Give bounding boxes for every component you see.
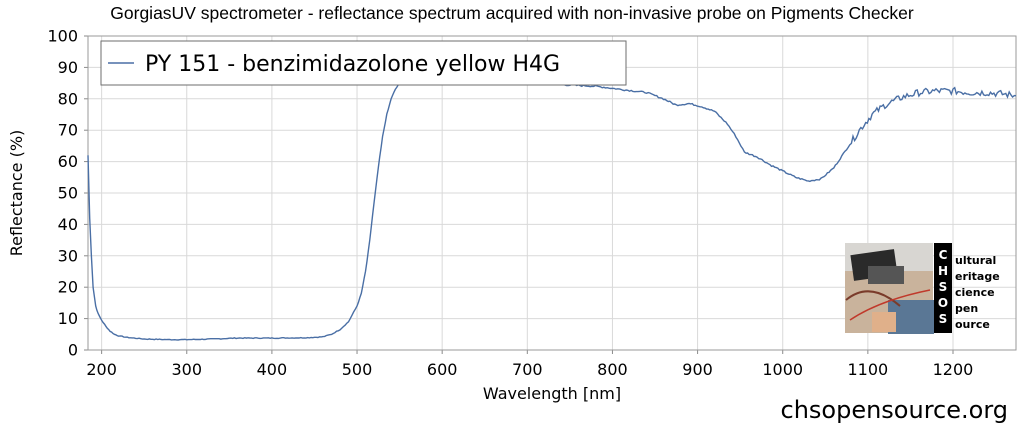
legend: PY 151 - benzimidazolone yellow H4G xyxy=(100,40,627,86)
plot-area xyxy=(87,35,1017,351)
x-tick-label: 1100 xyxy=(848,360,889,379)
x-tick-label: 1000 xyxy=(762,360,803,379)
y-tick-label: 20 xyxy=(58,278,78,297)
logo-letter: C xyxy=(939,248,948,262)
x-tick-label: 400 xyxy=(257,360,288,379)
chsos-logo: C H S O S ultural eritage cience pen our… xyxy=(845,243,1000,334)
logo-word: eritage xyxy=(955,270,1000,283)
x-tick-label: 900 xyxy=(682,360,713,379)
y-tick-label: 80 xyxy=(58,89,78,108)
grid xyxy=(88,36,1016,350)
legend-label: PY 151 - benzimidazolone yellow H4G xyxy=(145,52,560,77)
y-tick-label: 10 xyxy=(58,309,78,328)
website-text: chsopensource.org xyxy=(781,396,1009,424)
x-tick-label: 700 xyxy=(512,360,543,379)
x-tick-label: 1200 xyxy=(933,360,974,379)
logo-photo xyxy=(845,243,934,334)
legend-box xyxy=(100,40,627,86)
y-tick-label: 100 xyxy=(47,27,78,46)
axis-ticks: 0 10 20 30 40 50 60 70 80 90 100 200 300 400 500 600 700… xyxy=(47,27,973,380)
logo-letter: S xyxy=(939,312,948,326)
x-tick-label: 500 xyxy=(342,360,373,379)
logo-letter: S xyxy=(939,280,948,294)
x-tick-label: 300 xyxy=(171,360,202,379)
logo-letter: O xyxy=(938,296,948,310)
x-tick-label: 600 xyxy=(427,360,458,379)
y-tick-label: 40 xyxy=(58,215,78,234)
y-tick-label: 60 xyxy=(58,152,78,171)
logo-word: pen xyxy=(955,302,978,315)
y-tick-label: 90 xyxy=(58,58,78,77)
logo-bar xyxy=(934,243,952,333)
x-axis-label: Wavelength [nm] xyxy=(483,384,621,403)
y-tick-label: 0 xyxy=(68,341,78,360)
logo-letter: H xyxy=(938,264,948,278)
y-tick-label: 30 xyxy=(58,246,78,265)
logo-word: cience xyxy=(955,286,995,299)
y-axis-label: Reflectance (%) xyxy=(7,130,26,257)
y-tick-label: 50 xyxy=(58,184,78,203)
y-tick-label: 70 xyxy=(58,121,78,140)
logo-word: ultural xyxy=(955,254,996,267)
logo-word: ource xyxy=(955,318,990,331)
x-tick-label: 800 xyxy=(597,360,628,379)
x-tick-label: 200 xyxy=(86,360,117,379)
chart-title: GorgiasUV spectrometer - reflectance spe… xyxy=(110,3,914,23)
